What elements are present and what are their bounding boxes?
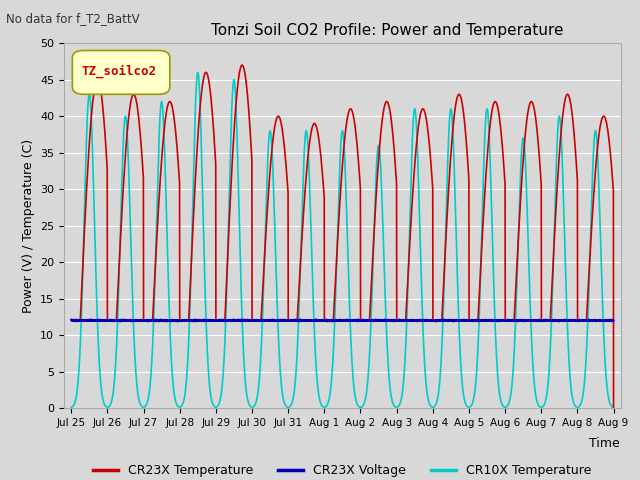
Title: Tonzi Soil CO2 Profile: Power and Temperature: Tonzi Soil CO2 Profile: Power and Temper… (211, 23, 563, 38)
CR10X Temperature (129, 311, 137, 317)
CR23X Voltage (600, 317, 607, 323)
CR23X Temperature (129, 92, 137, 97)
CR23X Temperature (161, 117, 169, 123)
CR10X Temperature (599, 315, 607, 321)
CR23X Temperature (299, 220, 307, 226)
CR23X Temperature (599, 114, 607, 120)
Y-axis label: Power (V) / Temperature (C): Power (V) / Temperature (C) (22, 139, 35, 312)
CR10X Temperature (299, 182, 307, 188)
CR23X Voltage (67, 317, 75, 323)
CR23X Voltage (161, 318, 169, 324)
CR23X Temperature (541, 318, 548, 324)
CR23X Temperature (67, 318, 75, 324)
CR10X Temperature (541, 401, 548, 407)
Line: CR23X Voltage: CR23X Voltage (71, 319, 614, 322)
Text: No data for f_T2_BattV: No data for f_T2_BattV (6, 12, 140, 25)
Text: TZ_soilco2: TZ_soilco2 (82, 65, 157, 78)
Line: CR23X Temperature: CR23X Temperature (71, 65, 614, 408)
CR23X Temperature (276, 114, 284, 120)
Line: CR10X Temperature: CR10X Temperature (71, 72, 614, 408)
CR10X Temperature (67, 405, 75, 410)
CR23X Temperature (610, 405, 618, 411)
CR23X Voltage (258, 316, 266, 322)
Legend: CR23X Temperature, CR23X Voltage, CR10X Temperature: CR23X Temperature, CR23X Voltage, CR10X … (88, 459, 596, 480)
X-axis label: Time: Time (589, 437, 620, 450)
CR23X Voltage (610, 318, 618, 324)
CR23X Voltage (129, 318, 137, 324)
CR23X Voltage (541, 317, 548, 323)
CR23X Voltage (299, 318, 307, 324)
CR10X Temperature (161, 169, 169, 175)
CR23X Temperature (238, 62, 246, 68)
CR23X Voltage (276, 318, 284, 324)
FancyBboxPatch shape (72, 50, 170, 94)
CR10X Temperature (276, 354, 284, 360)
CR10X Temperature (610, 405, 618, 411)
CR23X Voltage (433, 319, 440, 324)
CR10X Temperature (194, 70, 202, 75)
